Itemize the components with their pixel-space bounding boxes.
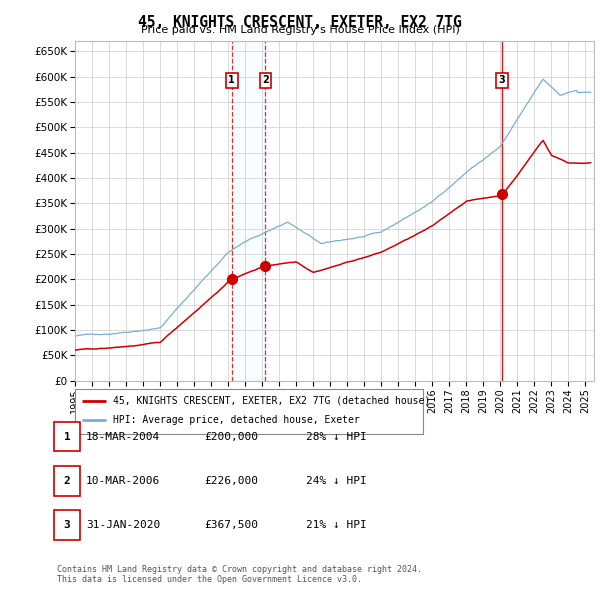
Text: 2: 2 [262,76,269,86]
Text: 28% ↓ HPI: 28% ↓ HPI [306,432,367,441]
Text: £367,500: £367,500 [204,520,258,530]
Text: 10-MAR-2006: 10-MAR-2006 [86,476,160,486]
Text: 21% ↓ HPI: 21% ↓ HPI [306,520,367,530]
Text: 45, KNIGHTS CRESCENT, EXETER, EX2 7TG: 45, KNIGHTS CRESCENT, EXETER, EX2 7TG [138,15,462,30]
Text: 1: 1 [64,432,70,441]
Text: 18-MAR-2004: 18-MAR-2004 [86,432,160,441]
Bar [232,41,265,381]
Text: 3: 3 [499,76,505,86]
Text: 45, KNIGHTS CRESCENT, EXETER, EX2 7TG (detached house): 45, KNIGHTS CRESCENT, EXETER, EX2 7TG (d… [113,396,431,406]
Text: 24% ↓ HPI: 24% ↓ HPI [306,476,367,486]
Text: 1: 1 [229,76,235,86]
Text: £226,000: £226,000 [204,476,258,486]
Text: HPI: Average price, detached house, Exeter: HPI: Average price, detached house, Exet… [113,415,360,425]
Text: 31-JAN-2020: 31-JAN-2020 [86,520,160,530]
Text: £200,000: £200,000 [204,432,258,441]
Text: Contains HM Land Registry data © Crown copyright and database right 2024.
This d: Contains HM Land Registry data © Crown c… [57,565,422,584]
Text: 2: 2 [64,476,70,486]
Text: 3: 3 [64,520,70,530]
Text: Price paid vs. HM Land Registry's House Price Index (HPI): Price paid vs. HM Land Registry's House … [140,25,460,35]
